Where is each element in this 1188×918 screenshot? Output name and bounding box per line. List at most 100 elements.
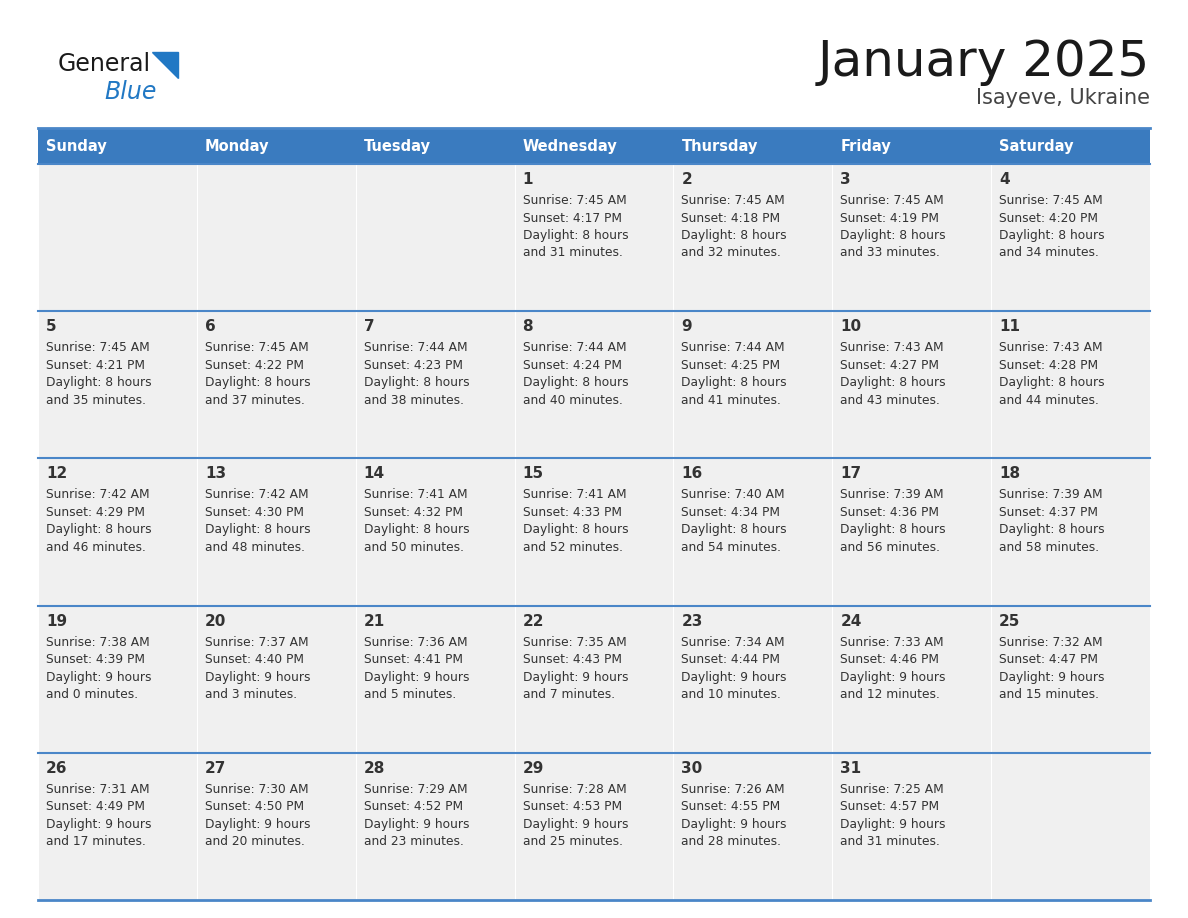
Text: Sunset: 4:30 PM: Sunset: 4:30 PM — [204, 506, 304, 519]
Text: Thursday: Thursday — [682, 139, 758, 153]
Text: Sunset: 4:47 PM: Sunset: 4:47 PM — [999, 653, 1098, 666]
FancyBboxPatch shape — [991, 458, 1150, 606]
Text: and 58 minutes.: and 58 minutes. — [999, 541, 1099, 554]
Text: Daylight: 9 hours: Daylight: 9 hours — [46, 818, 152, 831]
Text: Friday: Friday — [840, 139, 891, 153]
Text: 15: 15 — [523, 466, 544, 481]
FancyBboxPatch shape — [833, 458, 991, 606]
Text: Sunrise: 7:32 AM: Sunrise: 7:32 AM — [999, 635, 1102, 649]
Text: Sunset: 4:28 PM: Sunset: 4:28 PM — [999, 359, 1098, 372]
FancyBboxPatch shape — [991, 164, 1150, 311]
FancyBboxPatch shape — [38, 753, 197, 900]
Text: 2: 2 — [682, 172, 693, 187]
Text: Daylight: 8 hours: Daylight: 8 hours — [840, 523, 946, 536]
Text: Daylight: 9 hours: Daylight: 9 hours — [840, 818, 946, 831]
FancyBboxPatch shape — [833, 311, 991, 458]
Text: Daylight: 8 hours: Daylight: 8 hours — [999, 229, 1105, 242]
Text: Daylight: 8 hours: Daylight: 8 hours — [840, 376, 946, 389]
FancyBboxPatch shape — [38, 311, 197, 458]
FancyBboxPatch shape — [991, 311, 1150, 458]
FancyBboxPatch shape — [833, 128, 991, 164]
Text: Daylight: 8 hours: Daylight: 8 hours — [364, 523, 469, 536]
Text: 16: 16 — [682, 466, 702, 481]
Text: 28: 28 — [364, 761, 385, 776]
FancyBboxPatch shape — [833, 753, 991, 900]
Text: Daylight: 8 hours: Daylight: 8 hours — [999, 376, 1105, 389]
Text: and 25 minutes.: and 25 minutes. — [523, 835, 623, 848]
Text: 8: 8 — [523, 319, 533, 334]
Text: and 15 minutes.: and 15 minutes. — [999, 688, 1099, 701]
Text: Daylight: 8 hours: Daylight: 8 hours — [364, 376, 469, 389]
Text: 18: 18 — [999, 466, 1020, 481]
Text: and 35 minutes.: and 35 minutes. — [46, 394, 146, 407]
Text: Sunset: 4:39 PM: Sunset: 4:39 PM — [46, 653, 145, 666]
Text: Tuesday: Tuesday — [364, 139, 431, 153]
Text: Daylight: 9 hours: Daylight: 9 hours — [364, 671, 469, 684]
Text: Daylight: 8 hours: Daylight: 8 hours — [204, 376, 310, 389]
Text: Daylight: 9 hours: Daylight: 9 hours — [999, 671, 1105, 684]
Text: Daylight: 8 hours: Daylight: 8 hours — [840, 229, 946, 242]
FancyBboxPatch shape — [514, 311, 674, 458]
Text: and 20 minutes.: and 20 minutes. — [204, 835, 305, 848]
Text: 24: 24 — [840, 613, 861, 629]
Text: January 2025: January 2025 — [817, 38, 1150, 86]
Text: Sunset: 4:55 PM: Sunset: 4:55 PM — [682, 800, 781, 813]
Text: Sunset: 4:52 PM: Sunset: 4:52 PM — [364, 800, 463, 813]
Text: Sunrise: 7:45 AM: Sunrise: 7:45 AM — [840, 194, 944, 207]
Text: 5: 5 — [46, 319, 57, 334]
Text: Sunrise: 7:31 AM: Sunrise: 7:31 AM — [46, 783, 150, 796]
FancyBboxPatch shape — [991, 753, 1150, 900]
Text: and 40 minutes.: and 40 minutes. — [523, 394, 623, 407]
Text: Sunrise: 7:44 AM: Sunrise: 7:44 AM — [364, 341, 467, 354]
Text: Sunset: 4:34 PM: Sunset: 4:34 PM — [682, 506, 781, 519]
Text: Daylight: 9 hours: Daylight: 9 hours — [364, 818, 469, 831]
Text: and 10 minutes.: and 10 minutes. — [682, 688, 782, 701]
Text: Daylight: 8 hours: Daylight: 8 hours — [999, 523, 1105, 536]
FancyBboxPatch shape — [674, 164, 833, 311]
Text: Sunrise: 7:35 AM: Sunrise: 7:35 AM — [523, 635, 626, 649]
Text: Sunset: 4:36 PM: Sunset: 4:36 PM — [840, 506, 940, 519]
Text: 14: 14 — [364, 466, 385, 481]
Text: Sunset: 4:37 PM: Sunset: 4:37 PM — [999, 506, 1098, 519]
Text: 13: 13 — [204, 466, 226, 481]
Text: Sunset: 4:43 PM: Sunset: 4:43 PM — [523, 653, 621, 666]
Text: Sunset: 4:19 PM: Sunset: 4:19 PM — [840, 211, 940, 225]
Text: and 46 minutes.: and 46 minutes. — [46, 541, 146, 554]
Text: Sunrise: 7:42 AM: Sunrise: 7:42 AM — [46, 488, 150, 501]
Text: Sunset: 4:24 PM: Sunset: 4:24 PM — [523, 359, 621, 372]
Text: Sunrise: 7:34 AM: Sunrise: 7:34 AM — [682, 635, 785, 649]
FancyBboxPatch shape — [38, 458, 197, 606]
Text: and 3 minutes.: and 3 minutes. — [204, 688, 297, 701]
FancyBboxPatch shape — [674, 458, 833, 606]
Text: and 23 minutes.: and 23 minutes. — [364, 835, 463, 848]
FancyBboxPatch shape — [38, 128, 197, 164]
Text: Sunset: 4:49 PM: Sunset: 4:49 PM — [46, 800, 145, 813]
Text: Sunrise: 7:41 AM: Sunrise: 7:41 AM — [523, 488, 626, 501]
Text: Sunrise: 7:39 AM: Sunrise: 7:39 AM — [999, 488, 1102, 501]
Text: Sunrise: 7:39 AM: Sunrise: 7:39 AM — [840, 488, 944, 501]
Text: Sunrise: 7:43 AM: Sunrise: 7:43 AM — [840, 341, 944, 354]
Text: 25: 25 — [999, 613, 1020, 629]
Text: and 0 minutes.: and 0 minutes. — [46, 688, 138, 701]
Text: 10: 10 — [840, 319, 861, 334]
Text: 1: 1 — [523, 172, 533, 187]
Text: 3: 3 — [840, 172, 851, 187]
Text: and 5 minutes.: and 5 minutes. — [364, 688, 456, 701]
Text: Sunrise: 7:43 AM: Sunrise: 7:43 AM — [999, 341, 1102, 354]
FancyBboxPatch shape — [514, 128, 674, 164]
Text: Sunset: 4:25 PM: Sunset: 4:25 PM — [682, 359, 781, 372]
Text: and 32 minutes.: and 32 minutes. — [682, 247, 782, 260]
FancyBboxPatch shape — [355, 753, 514, 900]
FancyBboxPatch shape — [355, 458, 514, 606]
Text: Sunset: 4:21 PM: Sunset: 4:21 PM — [46, 359, 145, 372]
Text: 26: 26 — [46, 761, 68, 776]
FancyBboxPatch shape — [197, 606, 355, 753]
Text: 22: 22 — [523, 613, 544, 629]
Text: Sunset: 4:32 PM: Sunset: 4:32 PM — [364, 506, 462, 519]
Text: and 43 minutes.: and 43 minutes. — [840, 394, 940, 407]
Text: 30: 30 — [682, 761, 702, 776]
FancyBboxPatch shape — [674, 606, 833, 753]
Text: Sunrise: 7:26 AM: Sunrise: 7:26 AM — [682, 783, 785, 796]
Text: and 41 minutes.: and 41 minutes. — [682, 394, 782, 407]
FancyBboxPatch shape — [197, 128, 355, 164]
